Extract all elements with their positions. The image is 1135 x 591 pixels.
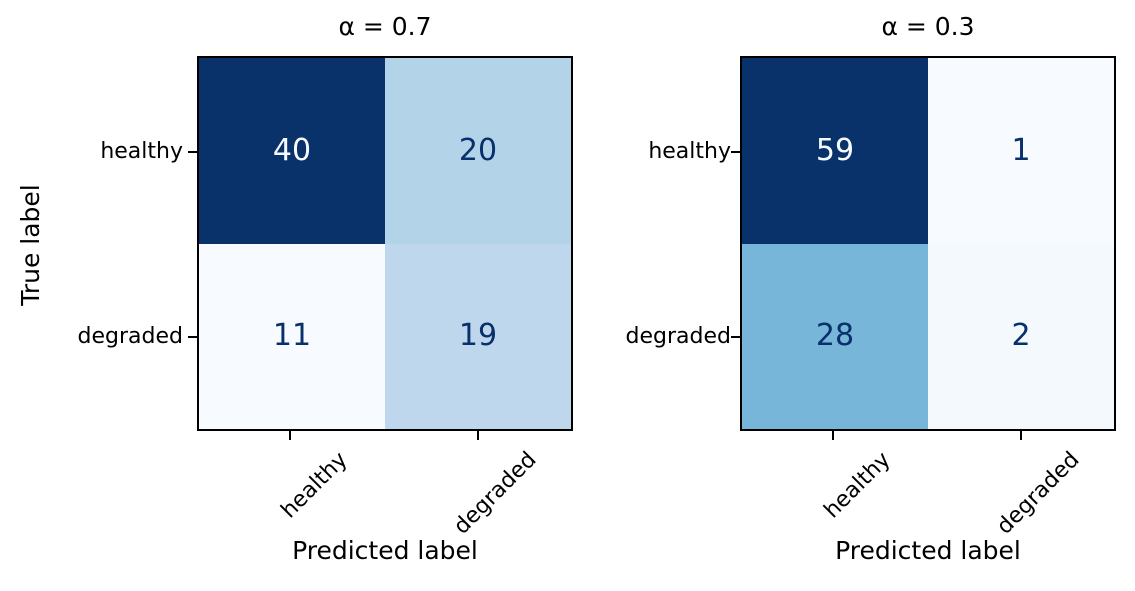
cell-value: 59 [815,132,855,168]
matrix-cell-true-degraded-pred-healthy: 28 [742,243,928,429]
tick-mark [731,336,740,338]
cell-value: 40 [272,132,312,168]
ytick-label-degraded-left: degraded [77,324,183,349]
matrix-cell-true-healthy-pred-degraded: 1 [928,58,1114,244]
tick-mark [1020,431,1022,440]
tick-mark [188,151,197,153]
xtick-label-healthy-right: healthy [819,447,896,524]
tick-mark [289,431,291,440]
matrix-cell-true-degraded-pred-degraded: 19 [385,243,571,429]
tick-mark [477,431,479,440]
xtick-label-degraded-right: degraded [991,447,1084,540]
matrix-cell-true-degraded-pred-degraded: 2 [928,243,1114,429]
ytick-label-healthy-right: healthy [648,139,731,164]
x-axis-label-left: Predicted label [292,536,478,565]
cell-value: 20 [458,132,498,168]
cell-value: 2 [1011,318,1031,354]
plot-title-left: α = 0.7 [338,12,432,41]
cell-value: 19 [458,318,498,354]
confusion-matrix-left: 40 20 11 19 [197,56,573,431]
ytick-label-degraded-right: degraded [625,324,731,349]
tick-mark [832,431,834,440]
xtick-label-healthy-left: healthy [276,447,353,524]
matrix-cell-true-degraded-pred-healthy: 11 [199,243,385,429]
tick-mark [731,151,740,153]
matrix-cell-true-healthy-pred-healthy: 40 [199,58,385,244]
confusion-matrix-right: 59 1 28 2 [740,56,1116,431]
tick-mark [188,336,197,338]
matrix-cell-true-healthy-pred-degraded: 20 [385,58,571,244]
xtick-label-degraded-left: degraded [448,447,541,540]
y-axis-label-left: True label [16,184,45,306]
matrix-cell-true-healthy-pred-healthy: 59 [742,58,928,244]
x-axis-label-right: Predicted label [835,536,1021,565]
plot-title-right: α = 0.3 [881,12,975,41]
cell-value: 11 [272,318,312,354]
cell-value: 28 [815,318,855,354]
ytick-label-healthy-left: healthy [100,139,183,164]
cell-value: 1 [1011,132,1031,168]
